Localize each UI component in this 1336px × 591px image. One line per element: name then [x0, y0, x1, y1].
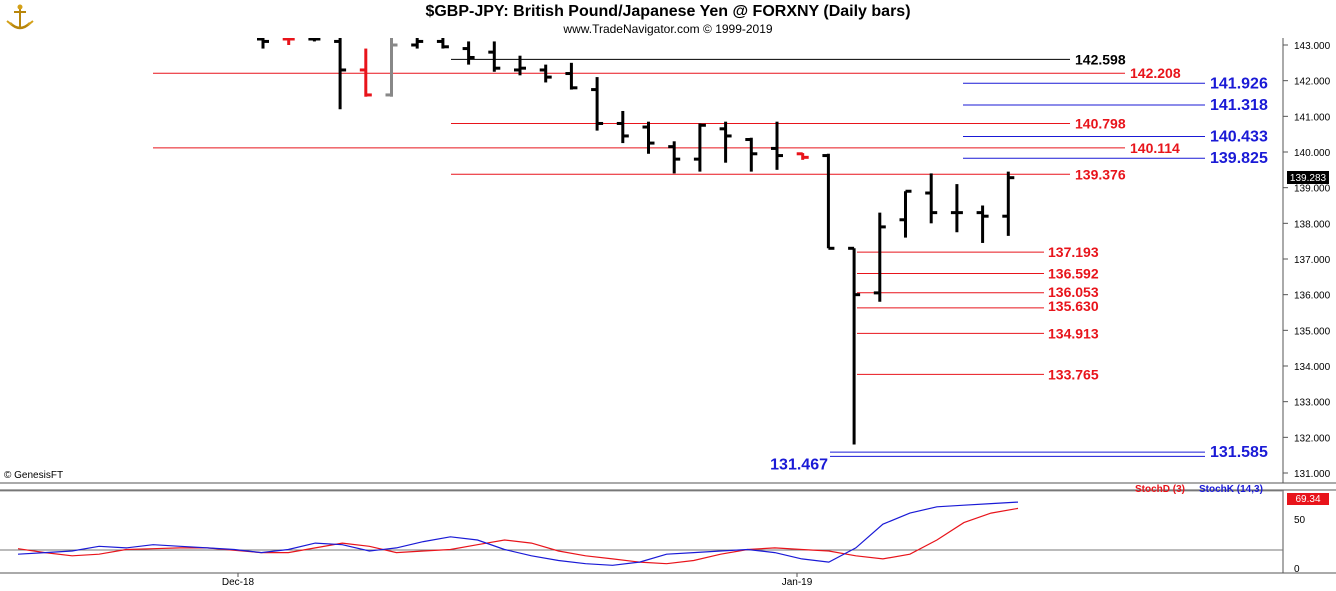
level-label: 139.376 [1075, 166, 1126, 182]
level-label: 141.318 [1210, 97, 1268, 114]
level-label: 140.114 [1130, 140, 1180, 156]
price-axis: 143.000 142.000 141.000 140.000 139.000 138.0… [1283, 41, 1331, 480]
level-label: 140.798 [1075, 116, 1126, 132]
price-tick-label: 140.000 [1294, 148, 1331, 159]
price-tick-label: 139.000 [1294, 184, 1331, 195]
stochd-line [17, 507, 1019, 565]
level-label: 141.926 [1210, 75, 1268, 92]
price-tick-label: 143.000 [1294, 41, 1331, 52]
price-bars [257, 37, 1015, 445]
stoch-tick-50: 50 [1294, 515, 1306, 526]
level-label: 131.585 [1210, 444, 1268, 461]
level-label: 136.053 [1048, 284, 1099, 300]
level-label: 134.913 [1048, 325, 1099, 341]
x-label-dec-18: Dec-18 [222, 577, 255, 588]
level-label: 139.825 [1210, 150, 1268, 167]
price-tick-label: 131.000 [1294, 469, 1331, 480]
level-label: 137.193 [1048, 244, 1099, 260]
stochd-last-label: 69.34 [1295, 494, 1320, 505]
stoch-tick-0: 0 [1294, 564, 1300, 575]
level-label: 136.592 [1048, 266, 1099, 282]
price-tick-label: 133.000 [1294, 398, 1331, 409]
stochd-legend: StochD (3) [1135, 484, 1185, 495]
price-tick-label: 134.000 [1294, 362, 1331, 373]
stochd-last-tag [1287, 493, 1329, 505]
level-label: 131.467 [770, 456, 828, 473]
level-label: 133.765 [1048, 366, 1099, 382]
chart-subtitle: www.TradeNavigator.com © 1999-2019 [563, 22, 773, 36]
last-price-label: 139.283 [1290, 173, 1327, 184]
last-price-tag [1287, 171, 1329, 184]
price-tick-label: 136.000 [1294, 291, 1331, 302]
level-label: 142.598 [1075, 51, 1126, 67]
level-label: 135.630 [1048, 298, 1099, 314]
trade-navigator-logo-icon [4, 3, 36, 33]
level-label: 142.208 [1130, 65, 1181, 81]
price-tick-label: 137.000 [1294, 255, 1331, 266]
x-label-jan-19: Jan-19 [782, 577, 813, 588]
price-tick-label: 132.000 [1294, 433, 1331, 444]
level-label: 140.433 [1210, 129, 1268, 146]
stochk-legend: StochK (14,3) [1199, 484, 1263, 495]
chart-header: $GBP-JPY: British Pound/Japanese Yen @ F… [0, 0, 1336, 38]
price-tick-label: 142.000 [1294, 77, 1331, 88]
stochastic-pane [17, 501, 1019, 566]
price-tick-label: 141.000 [1294, 112, 1331, 123]
chart-title: $GBP-JPY: British Pound/Japanese Yen @ F… [425, 3, 911, 20]
price-tick-label: 135.000 [1294, 326, 1331, 337]
copyright-label: © GenesisFT [4, 470, 63, 481]
stochk-line [17, 501, 1019, 566]
price-tick-label: 138.000 [1294, 219, 1331, 230]
